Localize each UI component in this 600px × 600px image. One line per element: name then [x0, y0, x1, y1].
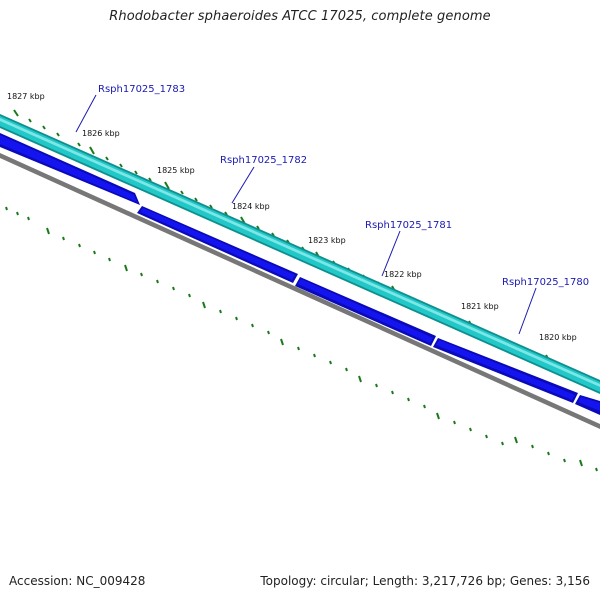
reverse-cds-feature — [298, 279, 433, 343]
gene-labels[interactable]: Rsph17025_1783 Rsph17025_1782 Rsph17025_… — [75, 84, 589, 335]
forward-cds-feature-highlight — [0, 118, 600, 387]
tick — [297, 346, 300, 351]
tick — [93, 250, 96, 255]
tick — [108, 257, 111, 262]
tick — [188, 293, 191, 298]
tick — [407, 397, 410, 402]
reverse-cds-feature — [0, 135, 137, 202]
tick — [375, 383, 378, 388]
tick — [514, 436, 518, 444]
gene-label-leader — [231, 166, 255, 204]
tick — [485, 434, 488, 439]
tick — [531, 444, 534, 449]
tick — [436, 412, 440, 420]
tick — [358, 375, 362, 383]
tick — [77, 142, 81, 147]
accession-label: Accession: NC_009428 — [9, 574, 146, 588]
tick — [62, 236, 65, 241]
tick — [219, 309, 222, 314]
tick — [313, 353, 316, 358]
tick — [42, 125, 46, 130]
position-label: 1822 kbp — [384, 270, 422, 279]
tick — [501, 441, 504, 446]
gene-label[interactable]: Rsph17025_1783 — [98, 84, 185, 95]
tick — [105, 156, 109, 161]
tick — [469, 427, 472, 432]
tick — [547, 451, 550, 456]
tick — [5, 206, 8, 211]
position-label: 1823 kbp — [308, 236, 346, 245]
position-label: 1827 kbp — [7, 92, 45, 101]
tick — [27, 216, 30, 221]
tick — [172, 286, 175, 291]
tick — [280, 338, 284, 346]
tick — [13, 109, 19, 117]
reverse-strand-track — [0, 133, 600, 415]
position-label: 1824 kbp — [232, 202, 270, 211]
tick — [28, 118, 32, 123]
gene-label[interactable]: Rsph17025_1780 — [502, 277, 589, 288]
tick — [148, 177, 152, 182]
tick — [251, 323, 254, 328]
tick — [329, 360, 332, 365]
gene-label[interactable]: Rsph17025_1782 — [220, 155, 307, 166]
position-label: 1820 kbp — [539, 333, 577, 342]
tick — [119, 163, 123, 168]
tick — [579, 459, 583, 467]
tick — [156, 279, 159, 284]
tick — [209, 204, 213, 209]
tick — [595, 467, 598, 472]
genome-summary: Topology: circular; Length: 3,217,726 bp… — [260, 574, 590, 588]
tick — [391, 390, 394, 395]
tick — [267, 330, 270, 335]
tick — [256, 225, 260, 230]
reverse-cds-feature — [140, 208, 295, 280]
reverse-cds-feature — [578, 397, 600, 411]
reverse-cds-feature — [436, 340, 575, 400]
position-label: 1825 kbp — [157, 166, 195, 175]
tick — [140, 272, 143, 277]
tick — [180, 190, 184, 195]
tick — [46, 227, 50, 235]
gene-label-leader — [518, 287, 537, 335]
tick — [453, 420, 456, 425]
gene-label[interactable]: Rsph17025_1781 — [365, 220, 452, 231]
tick — [56, 132, 60, 137]
map-title: Rhodobacter sphaeroides ATCC 17025, comp… — [109, 9, 491, 24]
tick — [78, 243, 81, 248]
gene-label-leader — [75, 94, 97, 133]
gene-label-leader — [381, 230, 401, 277]
position-label: 1826 kbp — [82, 129, 120, 138]
tick — [194, 197, 198, 202]
tick — [164, 181, 170, 190]
tick — [16, 211, 19, 216]
genome-backbone — [0, 153, 600, 429]
tick — [423, 404, 426, 409]
tick — [235, 316, 238, 321]
tick — [563, 458, 566, 463]
forward-strand-track — [0, 114, 600, 394]
tick — [134, 170, 138, 175]
tick — [89, 146, 95, 155]
position-label: 1821 kbp — [461, 302, 499, 311]
inner-tick-row — [5, 206, 598, 472]
tick — [202, 301, 206, 309]
tick — [124, 264, 128, 272]
position-labels: 1827 kbp 1826 kbp 1825 kbp 1824 kbp 1823… — [7, 92, 577, 342]
tick — [345, 367, 348, 372]
